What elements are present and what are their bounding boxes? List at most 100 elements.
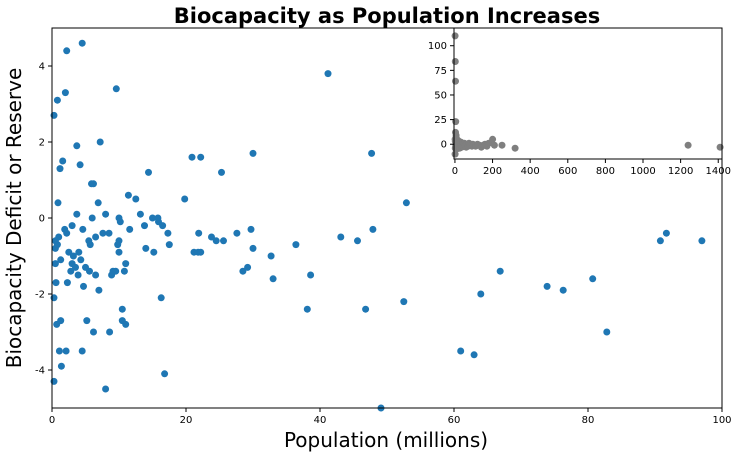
inset-data-point	[490, 141, 498, 149]
inset-data-point	[489, 135, 497, 143]
inset-x-tick-label: 0	[452, 166, 458, 177]
inset-plot-area: 0 200 400 600 800 1000 1200 1400 0 25 50 75 100	[428, 27, 731, 177]
data-point	[197, 248, 205, 256]
inset-plot-frame	[453, 27, 723, 160]
data-point	[142, 244, 150, 252]
inset-data-point	[716, 143, 724, 151]
y-tick-label: -2	[35, 290, 45, 301]
data-point	[77, 256, 85, 264]
data-point	[86, 267, 93, 275]
inset-x-tick-label: 200	[483, 166, 502, 177]
x-tick-label: 80	[582, 415, 595, 426]
data-point	[269, 275, 277, 283]
data-point	[69, 252, 77, 260]
data-point	[181, 195, 189, 203]
data-point	[698, 237, 706, 245]
data-point	[212, 237, 220, 245]
data-point	[116, 218, 124, 226]
data-point	[400, 298, 408, 306]
data-point	[122, 260, 130, 268]
data-point	[112, 267, 120, 275]
data-point	[88, 214, 96, 222]
data-point	[233, 229, 241, 237]
data-point	[477, 290, 485, 298]
data-point	[83, 317, 91, 325]
data-point	[126, 225, 134, 233]
data-point	[603, 328, 611, 336]
data-point	[188, 153, 196, 161]
chart-title: Biocapacity as Population Increases	[174, 4, 600, 28]
data-point	[249, 244, 257, 252]
inset-y-tick-label: 25	[434, 115, 447, 126]
y-axis-label: Biocapacity Deficit or Reserve	[2, 68, 26, 369]
data-point	[56, 165, 64, 173]
inset-data-point	[452, 137, 460, 145]
data-point	[57, 362, 65, 370]
data-point	[369, 225, 377, 233]
data-point	[102, 385, 110, 393]
inset-x-tick-label: 800	[596, 166, 615, 177]
data-point	[105, 229, 113, 237]
data-point	[63, 279, 71, 287]
data-point	[94, 199, 102, 207]
inset-x-tick-label: 600	[558, 166, 577, 177]
data-point	[72, 263, 79, 271]
data-point	[218, 168, 225, 176]
data-point	[65, 248, 73, 256]
data-point	[73, 142, 81, 150]
data-point	[362, 305, 370, 313]
inset-data-point	[498, 141, 506, 149]
data-point	[122, 320, 130, 328]
data-point	[150, 248, 158, 256]
x-tick-label: 0	[49, 415, 55, 426]
data-point	[368, 149, 376, 157]
data-point	[164, 229, 172, 237]
data-point	[589, 275, 597, 283]
x-tick-label: 20	[180, 415, 193, 426]
data-point	[57, 317, 65, 325]
data-point	[145, 168, 152, 176]
data-point	[496, 267, 504, 275]
inset-data-point	[684, 141, 692, 149]
y-tick-label: -4	[35, 366, 45, 377]
data-point	[95, 286, 103, 294]
data-point	[656, 237, 664, 245]
data-point	[244, 263, 252, 271]
data-point	[662, 229, 670, 237]
x-axis-label: Population (millions)	[284, 428, 488, 452]
data-point	[90, 328, 97, 336]
data-point	[79, 225, 87, 233]
data-point	[115, 237, 123, 245]
data-point	[247, 225, 255, 233]
data-point	[55, 233, 63, 241]
y-tick-label: 2	[39, 138, 45, 149]
data-point	[78, 347, 86, 355]
data-point	[75, 248, 83, 256]
data-point	[197, 153, 205, 161]
data-point	[559, 286, 567, 294]
data-point	[74, 271, 82, 279]
data-point	[149, 214, 156, 222]
data-point	[76, 161, 84, 169]
data-point	[141, 222, 148, 230]
data-point	[307, 271, 315, 279]
data-point	[52, 279, 60, 287]
data-point	[67, 267, 75, 275]
inset-y-tick-label: 100	[428, 41, 447, 52]
data-point	[90, 180, 97, 188]
inset-y-tick-label: 0	[441, 140, 447, 151]
data-point	[195, 229, 203, 237]
data-point	[249, 149, 257, 157]
data-point	[543, 282, 551, 290]
data-point	[63, 47, 71, 55]
data-point	[220, 237, 227, 245]
y-tick-label: 4	[39, 62, 45, 73]
data-point	[337, 233, 345, 241]
data-point	[102, 210, 110, 218]
data-point	[92, 233, 100, 241]
data-point	[53, 241, 61, 249]
data-point	[267, 252, 275, 260]
data-point	[132, 195, 140, 203]
data-point	[54, 199, 62, 207]
